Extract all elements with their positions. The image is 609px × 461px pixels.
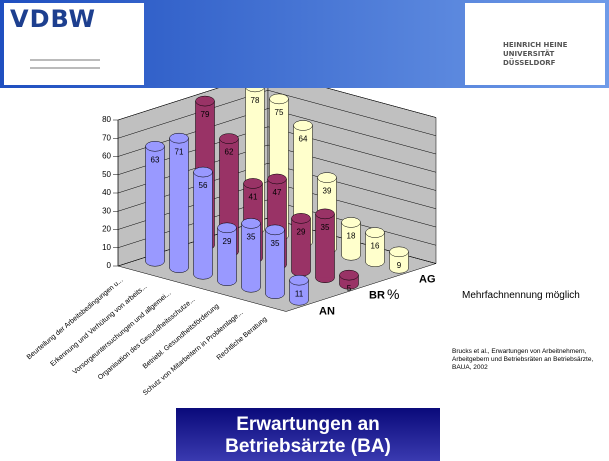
bar	[265, 224, 285, 299]
bar	[341, 217, 361, 261]
bar-top	[219, 133, 239, 144]
value-label: 41	[249, 193, 258, 202]
bar-top	[293, 120, 313, 131]
y-axis-label: %	[387, 286, 399, 302]
bar-body	[341, 222, 361, 256]
bar-body	[217, 227, 237, 281]
grid-line	[117, 89, 437, 139]
series-label: AG	[419, 273, 436, 285]
bar-top	[365, 227, 385, 238]
bar-body	[241, 223, 261, 288]
value-label: 5	[347, 284, 352, 293]
bar-top	[245, 88, 265, 93]
bar-top	[217, 222, 237, 234]
bar-body	[289, 280, 309, 301]
bar-body	[293, 125, 313, 243]
grid-line	[117, 88, 437, 121]
bar-top	[317, 172, 337, 183]
value-label: 75	[275, 108, 284, 117]
grid-line	[117, 126, 437, 175]
series-label: AN	[319, 305, 335, 317]
series-label: BR	[369, 289, 385, 301]
value-label: 39	[323, 187, 332, 196]
y-tick-label: 0	[107, 261, 112, 270]
logo-text: HEINRICH HEINE UNIVERSITÄT DÜSSELDORF	[503, 41, 568, 67]
bar-top	[341, 217, 361, 228]
value-label: 71	[175, 147, 184, 156]
bar	[339, 269, 359, 290]
bar-body	[145, 146, 165, 262]
grid-line	[117, 108, 437, 157]
y-tick-label: 30	[102, 206, 111, 215]
bar-top	[169, 132, 189, 144]
source: Brucks et al., Erwartungen von Arbeitneh…	[452, 348, 594, 371]
value-label: 29	[297, 227, 306, 236]
bar-body	[193, 172, 213, 275]
logo-text: VDBW	[10, 5, 96, 33]
bar-top	[269, 93, 289, 105]
value-label: 9	[397, 261, 402, 270]
grid-line	[117, 144, 437, 194]
bar-body	[365, 232, 385, 262]
grid-line	[117, 162, 437, 212]
value-label: 18	[347, 232, 356, 241]
bar	[291, 213, 311, 277]
bar-top	[241, 218, 261, 229]
value-label: 79	[201, 110, 210, 119]
y-tick-label: 20	[102, 225, 111, 234]
value-label: 64	[299, 135, 308, 144]
bar-top	[315, 208, 335, 220]
bar	[145, 141, 165, 267]
bar	[365, 227, 385, 267]
value-label: 35	[247, 232, 256, 241]
bar-top	[289, 274, 309, 286]
bar	[217, 222, 237, 286]
y-tick-label: 70	[102, 133, 111, 142]
value-label: 11	[295, 289, 304, 298]
bar-top	[267, 173, 287, 185]
value-label: 62	[225, 148, 234, 157]
bar	[315, 208, 335, 283]
bar-top	[265, 224, 285, 236]
bar-top	[193, 166, 213, 178]
bar	[241, 218, 261, 293]
bar-body	[315, 213, 335, 278]
y-tick-label: 80	[102, 115, 111, 124]
bar	[169, 132, 189, 273]
value-label: 47	[273, 188, 282, 197]
bar	[193, 166, 213, 280]
bar-top	[243, 178, 263, 189]
slide-title: Erwartungen an Betriebsärzte (BA)	[176, 408, 440, 461]
value-label: 63	[151, 155, 160, 164]
bar-top	[195, 95, 215, 107]
bar-top	[291, 213, 311, 224]
bar-top	[389, 246, 409, 258]
bar	[389, 246, 409, 274]
value-label: 56	[199, 181, 208, 190]
bar-top	[339, 269, 359, 281]
chart: 0 10 20 30 40 50 60 70 80 78 75 64 39 18 16 9 AG 79 62 41 47…	[26, 88, 437, 397]
bar-body	[265, 229, 285, 294]
value-label: 29	[223, 237, 232, 246]
y-tick-label: 40	[102, 188, 111, 197]
y-tick-label: 60	[102, 152, 111, 161]
bar-body	[169, 138, 189, 268]
bar-top	[145, 141, 165, 152]
bar	[289, 274, 309, 306]
note: Mehrfachnennung möglich	[462, 290, 580, 301]
value-label: 16	[371, 242, 380, 251]
value-label: 78	[251, 96, 260, 105]
y-tick-label: 50	[102, 170, 111, 179]
bar-body	[291, 218, 311, 272]
value-label: 35	[271, 239, 280, 248]
y-tick-label: 10	[102, 243, 111, 252]
value-label: 35	[321, 223, 330, 232]
right-logo: HEINRICH HEINE UNIVERSITÄT DÜSSELDORF	[465, 3, 605, 85]
left-logo: VDBW	[4, 3, 144, 85]
